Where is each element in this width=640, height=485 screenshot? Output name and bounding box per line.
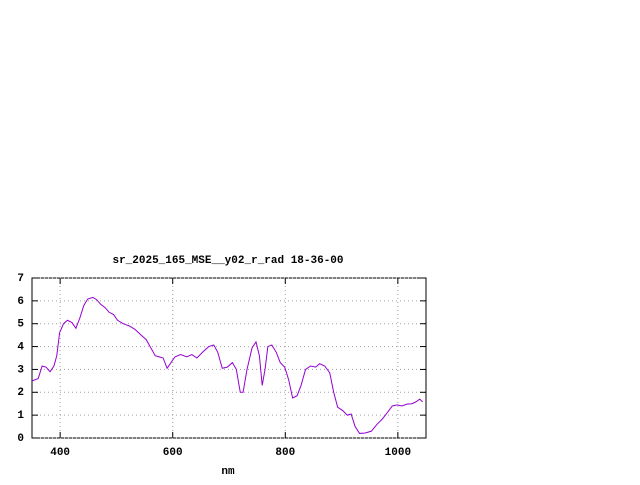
x-tick-label: 400: [50, 447, 70, 459]
y-tick-label: 0: [17, 433, 24, 445]
x-axis-label: nm: [221, 466, 235, 478]
x-tick-label: 600: [163, 447, 183, 459]
data-line: [31, 296, 423, 434]
x-tick-label: 1000: [385, 447, 411, 459]
y-tick-label: 5: [17, 319, 24, 331]
y-tick-label: 6: [17, 296, 24, 308]
y-tick-label: 3: [17, 364, 24, 376]
y-tick-label: 1: [17, 410, 24, 422]
y-tick-label: 7: [17, 273, 24, 285]
y-tick-label: 2: [17, 387, 24, 399]
plot-frame: [31, 277, 427, 439]
x-tick-label: 800: [275, 447, 295, 459]
chart-title: sr_2025_165_MSE__y02_r_rad 18-36-00: [112, 255, 343, 267]
y-tick-label: 4: [17, 341, 24, 353]
